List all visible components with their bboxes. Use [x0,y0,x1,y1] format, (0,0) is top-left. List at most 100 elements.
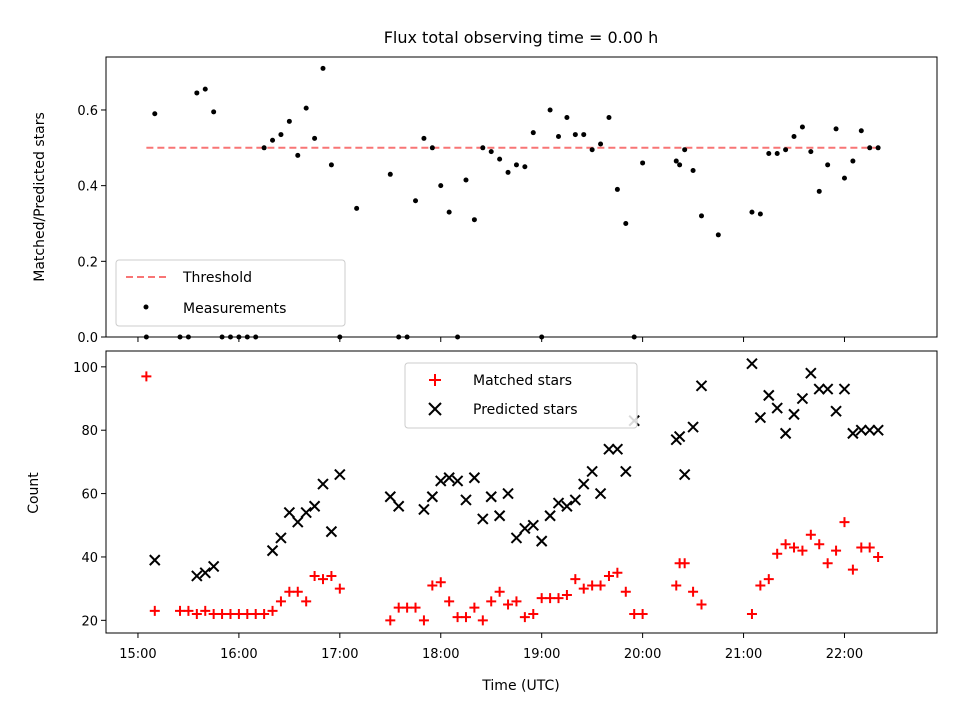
matched-star-point [511,596,522,607]
measurement-point [749,209,755,215]
matched-star-point [477,615,488,626]
measurement-point [589,147,595,153]
top-legend-box [115,259,346,327]
measurement-point [623,220,629,226]
matched-star-point [460,612,471,623]
bottom-x-tick-label: 18:00 [422,647,459,662]
matched-star-point [603,570,614,581]
bottom-x-tick-label: 21:00 [725,647,762,662]
legend-matched-swatch [429,374,441,386]
measurement-point [774,150,780,156]
predicted-star-point [283,506,296,519]
matched-star-point [284,586,295,597]
matched-star-point [755,580,766,591]
matched-star-point [797,545,808,556]
measurement-point [354,205,360,211]
matched-star-point [334,583,345,594]
matched-star-point [503,599,514,610]
measurement-point [413,198,419,204]
measurement-point [682,147,688,153]
predicted-star-point [477,513,489,525]
bottom-y-tick-label: 40 [81,551,98,566]
matched-star-point [746,608,757,619]
bottom-x-tick-label: 19:00 [523,647,560,662]
top-y-tick-label: 0.4 [77,180,98,195]
predicted-star-point [569,494,582,506]
matched-star-point [629,608,640,619]
predicted-star-point [771,402,783,414]
matched-star-point [612,567,623,578]
matched-star-point [696,599,707,610]
matched-star-point [275,596,286,607]
matched-star-point [519,612,530,623]
predicted-star-point [620,465,632,478]
predicted-star-point [544,510,556,522]
bottom-y-tick-label: 80 [81,424,98,439]
measurement-point [808,149,814,155]
matched-star-point [561,589,572,600]
matched-star-point [671,580,682,591]
matched-star-point [789,542,800,553]
predicted-star-point [468,472,481,484]
measurement-point [429,145,435,151]
predicted-star-point [855,424,868,436]
matched-star-point [873,551,884,562]
matched-star-point [595,580,606,591]
matched-star-point [200,605,211,616]
matched-star-point [847,564,858,575]
top-y-axis-label: Matched/Predicted stars [32,112,48,282]
measurement-point [690,168,696,174]
legend-measurements-swatch [143,304,149,310]
bottom-x-tick-label: 20:00 [624,647,661,662]
measurement-point [698,213,704,219]
matched-star-point [578,583,589,594]
measurement-point [673,158,679,164]
measurement-point [497,156,503,162]
matched-star-point [469,602,480,613]
matched-star-point [418,615,429,626]
predicted-star-point [451,475,464,487]
predicted-star-point [838,383,851,395]
bottom-legend-box [404,362,638,429]
measurement-point [513,162,519,168]
matched-star-point [435,577,446,588]
matched-star-point [570,574,581,585]
predicted-star-point [502,487,514,500]
legend-matched-label: Matched stars [473,373,572,389]
measurement-point [556,133,562,139]
measurement-point [471,217,477,223]
bottom-y-axis-label: Count [26,472,42,514]
matched-star-point [528,608,539,619]
matched-star-point [486,596,497,607]
matched-star-point [410,602,421,613]
measurement-point [715,232,721,238]
figure-title: Flux total observing time = 0.00 h [384,28,659,47]
matched-star-point [805,529,816,540]
legend-predicted-label: Predicted stars [473,402,578,418]
predicted-star-point [763,389,775,402]
measurement-point [328,162,334,168]
measurement-point [572,132,578,138]
predicted-star-point [392,500,405,512]
measurement-point [791,133,797,139]
matched-star-point [772,548,783,559]
predicted-star-point [603,443,615,455]
x-axis-label: Time (UTC) [481,678,559,694]
predicted-star-point [384,491,396,503]
predicted-star-point [779,427,792,440]
matched-star-point [536,593,547,604]
measurement-point [522,164,528,170]
predicted-star-point [334,468,346,481]
matched-star-point [856,542,867,553]
top-x-ticks [137,337,845,342]
top-legend: Threshold Measurements [115,259,346,327]
measurement-point [875,145,881,151]
predicted-star-point [673,430,686,443]
matched-star-point [780,539,791,550]
predicted-star-point [519,522,531,535]
measurement-point [547,107,553,113]
predicted-star-point [207,560,220,573]
measurement-point [438,183,444,189]
predicted-star-point [678,468,691,481]
